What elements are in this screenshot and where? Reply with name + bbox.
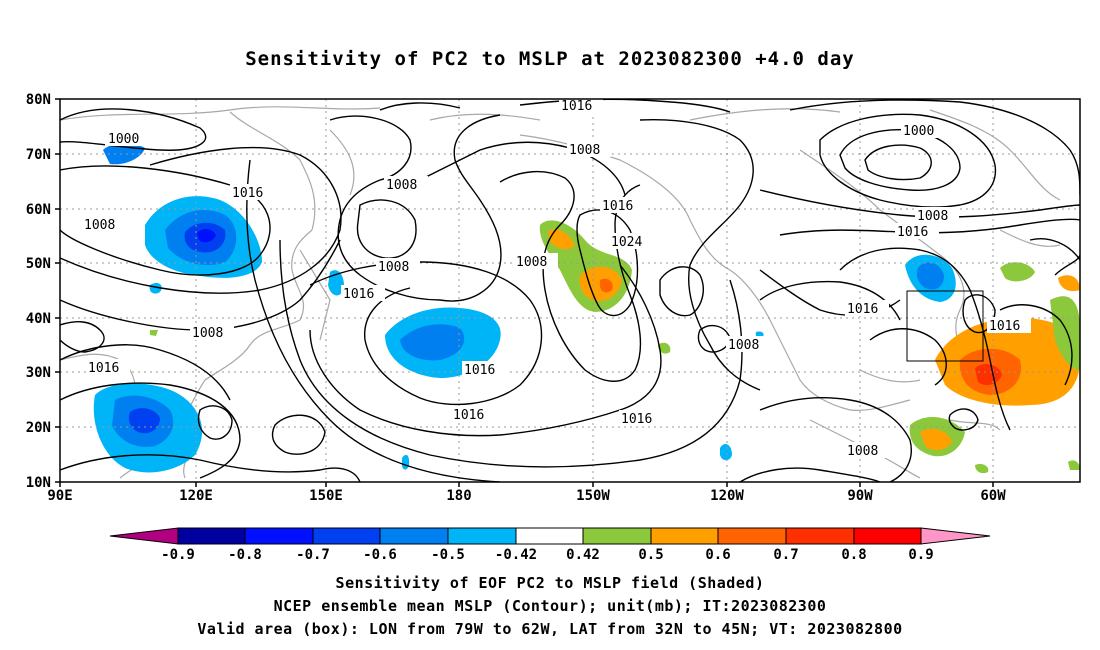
caption-shaded: Sensitivity of EOF PC2 to MSLP field (Sh… xyxy=(335,574,765,592)
lat-label: 20N xyxy=(26,420,51,436)
contour-label: 1008 xyxy=(569,143,600,158)
positive-sensitivity-shading xyxy=(150,220,1080,474)
colorbar-segment xyxy=(312,527,381,545)
colorbar-segment xyxy=(582,527,652,545)
colorbar-label: 0.9 xyxy=(908,547,933,563)
lon-label: 150W xyxy=(576,488,610,504)
contour-label: 1016 xyxy=(343,287,374,302)
colorbar: -0.9 -0.8 -0.7 -0.6 -0.5 -0.42 0.42 0.5 … xyxy=(109,527,991,563)
contour-label: 1016 xyxy=(464,363,495,378)
lon-label: 60W xyxy=(980,488,1006,504)
colorbar-label: 0.42 xyxy=(566,547,600,563)
contour-label: 1016 xyxy=(453,408,484,423)
contour-label: 1024 xyxy=(611,235,642,250)
contour-label: 1008 xyxy=(386,178,417,193)
colorbar-min-triangle xyxy=(109,527,179,545)
lon-label: 150E xyxy=(309,488,343,504)
caption-valid-area: Valid area (box): LON from 79W to 62W, L… xyxy=(197,620,903,638)
colorbar-label: -0.8 xyxy=(228,547,262,563)
contour-label: 1016 xyxy=(897,225,928,240)
caption-contour: NCEP ensemble mean MSLP (Contour); unit(… xyxy=(273,597,827,615)
contour-label: 1008 xyxy=(516,255,547,270)
colorbar-label: -0.42 xyxy=(495,547,537,563)
contour-label: 1008 xyxy=(84,218,115,233)
colorbar-segment xyxy=(650,527,719,545)
valid-area-box xyxy=(906,290,984,362)
lon-label: 180 xyxy=(446,488,471,504)
colorbar-segment xyxy=(177,527,246,545)
contour-label: 1016 xyxy=(989,319,1020,334)
colorbar-segment xyxy=(379,527,449,545)
contour-labels: 1000 1016 1008 1016 1008 1016 1008 1008 … xyxy=(82,99,1031,459)
colorbar-label: 0.6 xyxy=(705,547,730,563)
colorbar-segment xyxy=(447,527,517,545)
lat-label: 50N xyxy=(26,256,51,272)
lat-label: 30N xyxy=(26,365,51,381)
lat-label: 60N xyxy=(26,202,51,218)
contour-label: 1000 xyxy=(108,132,139,147)
contour-label: 1008 xyxy=(917,209,948,224)
lon-label: 120E xyxy=(179,488,213,504)
lat-label: 10N xyxy=(26,475,51,491)
colorbar-label: -0.5 xyxy=(431,547,465,563)
colorbar-label: 0.8 xyxy=(841,547,866,563)
contour-label: 1008 xyxy=(378,260,409,275)
contour-label: 1000 xyxy=(903,124,934,139)
colorbar-segment xyxy=(515,527,584,545)
colorbar-label: -0.6 xyxy=(363,547,397,563)
contour-label: 1008 xyxy=(728,338,759,353)
lat-label: 80N xyxy=(26,92,51,108)
lon-label: 90E xyxy=(47,488,72,504)
colorbar-segment xyxy=(785,527,855,545)
colorbar-label: -0.7 xyxy=(296,547,330,563)
contour-label: 1008 xyxy=(847,444,878,459)
colorbar-segment xyxy=(244,527,314,545)
negative-sensitivity-shading xyxy=(93,143,956,473)
lon-label: 120W xyxy=(710,488,744,504)
colorbar-label: -0.9 xyxy=(161,547,195,563)
colorbar-label: 0.7 xyxy=(773,547,798,563)
lon-label: 90W xyxy=(847,488,873,504)
contour-label: 1016 xyxy=(602,199,633,214)
contour-label: 1008 xyxy=(192,326,223,341)
contour-label: 1016 xyxy=(232,186,263,201)
colorbar-label: 0.5 xyxy=(638,547,663,563)
lat-label: 40N xyxy=(26,311,51,327)
colorbar-max-triangle xyxy=(920,527,991,545)
contour-label: 1016 xyxy=(621,412,652,427)
lat-label: 70N xyxy=(26,147,51,163)
contour-label: 1016 xyxy=(561,99,592,114)
colorbar-segment xyxy=(717,527,787,545)
contour-label: 1016 xyxy=(88,361,119,376)
plot-title: Sensitivity of PC2 to MSLP at 2023082300… xyxy=(245,48,855,70)
colorbar-segment xyxy=(853,527,922,545)
contour-label: 1016 xyxy=(847,302,878,317)
